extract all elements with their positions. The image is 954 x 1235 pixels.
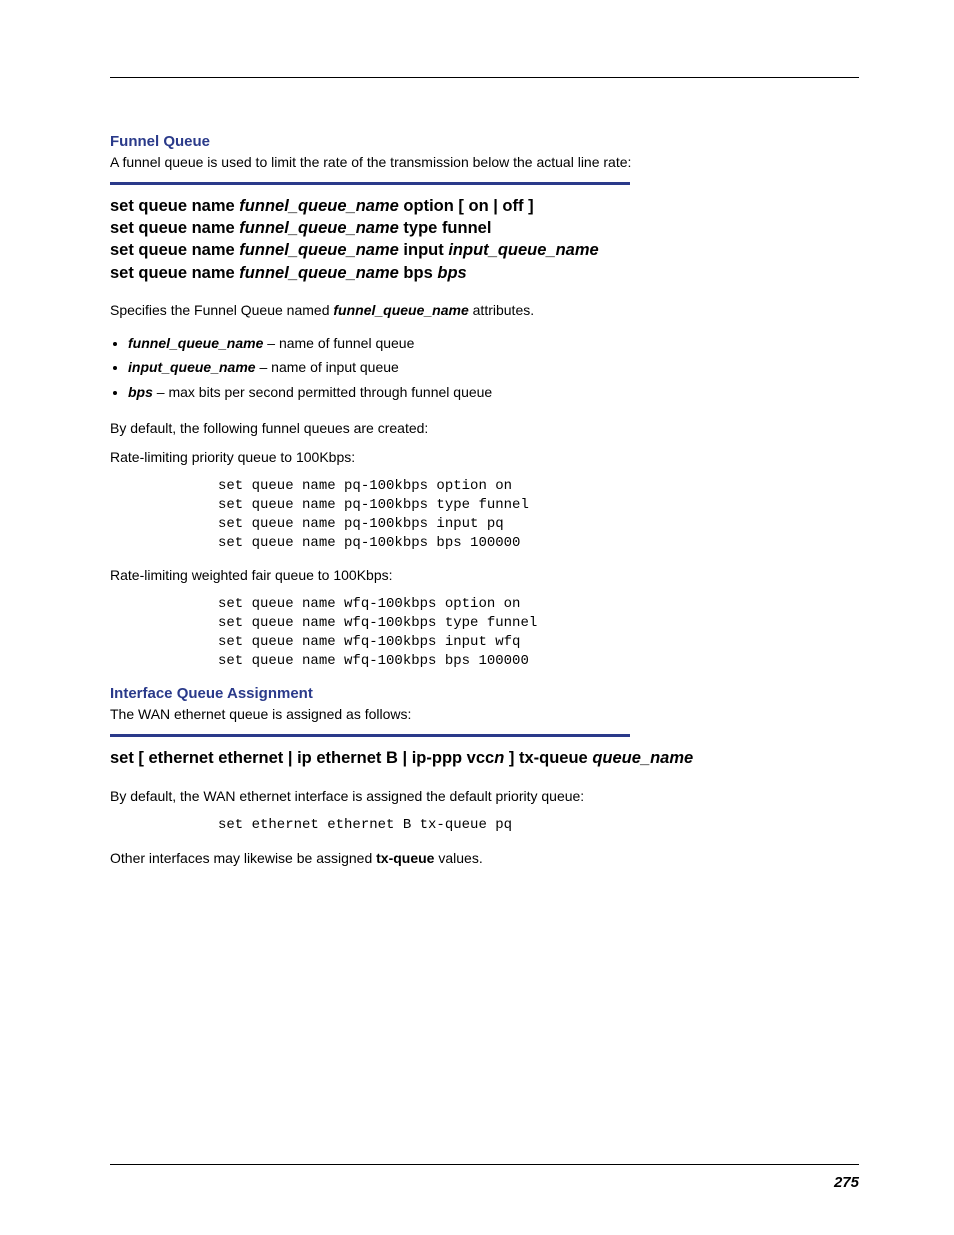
cmd4-b: funnel_queue_name — [239, 264, 399, 282]
icmd-b: n — [494, 749, 504, 767]
top-rule — [110, 77, 859, 78]
interface-queue-heading: Interface Queue Assignment — [110, 685, 859, 702]
cmd2-a: set queue name — [110, 219, 239, 237]
param2-a: input_queue_name — [128, 359, 256, 375]
cmd4-d: bps — [437, 264, 466, 282]
idesc2-a: Other interfaces may likewise be assigne… — [110, 850, 376, 866]
param-item-3: bps – max bits per second permitted thro… — [128, 381, 859, 403]
icmd-c: ] tx-queue — [504, 749, 592, 767]
cmd-line-3: set queue name funnel_queue_name input i… — [110, 239, 859, 261]
icmd-a: set [ ethernet ethernet | ip ethernet B … — [110, 749, 494, 767]
interface-intro: The WAN ethernet queue is assigned as fo… — [110, 705, 859, 724]
rate2-label: Rate-limiting weighted fair queue to 100… — [110, 566, 859, 585]
defaults-intro: By default, the following funnel queues … — [110, 419, 859, 438]
cmd3-d: input_queue_name — [448, 241, 598, 259]
iface-desc2: Other interfaces may likewise be assigne… — [110, 849, 859, 868]
funnel-desc: Specifies the Funnel Queue named funnel_… — [110, 302, 859, 318]
iface-cmd-line: set [ ethernet ethernet | ip ethernet B … — [110, 747, 859, 769]
iface-desc1: By default, the WAN ethernet interface i… — [110, 787, 859, 806]
cmd3-c: input — [399, 241, 448, 259]
divider-rule-1 — [110, 182, 630, 185]
rate1-label: Rate-limiting priority queue to 100Kbps: — [110, 448, 859, 467]
funnel-intro: A funnel queue is used to limit the rate… — [110, 153, 859, 172]
param1-b: – name of funnel queue — [263, 335, 414, 351]
cmd2-b: funnel_queue_name — [239, 219, 399, 237]
desc-c: attributes. — [469, 302, 534, 318]
divider-rule-2 — [110, 734, 630, 737]
cmd-line-2: set queue name funnel_queue_name type fu… — [110, 217, 859, 239]
param-item-2: input_queue_name – name of input queue — [128, 356, 859, 378]
desc-a: Specifies the Funnel Queue named — [110, 302, 333, 318]
param2-b: – name of input queue — [256, 359, 399, 375]
param-list: funnel_queue_name – name of funnel queue… — [110, 332, 859, 403]
idesc2-c: values. — [434, 850, 482, 866]
param-item-1: funnel_queue_name – name of funnel queue — [128, 332, 859, 354]
code-block-3: set ethernet ethernet B tx-queue pq — [218, 816, 859, 835]
icmd-d: queue_name — [592, 749, 693, 767]
cmd-line-1: set queue name funnel_queue_name option … — [110, 195, 859, 217]
cmd1-b: funnel_queue_name — [239, 197, 399, 215]
code-block-1: set queue name pq-100kbps option on set … — [218, 477, 859, 553]
param1-a: funnel_queue_name — [128, 335, 263, 351]
funnel-command-block: set queue name funnel_queue_name option … — [110, 195, 859, 284]
page: Funnel Queue A funnel queue is used to l… — [0, 0, 954, 1235]
cmd2-c: type funnel — [399, 219, 492, 237]
code-block-2: set queue name wfq-100kbps option on set… — [218, 595, 859, 671]
page-number: 275 — [834, 1174, 859, 1191]
param3-b: – max bits per second permitted through … — [153, 384, 492, 400]
cmd1-c: option [ on | off ] — [399, 197, 534, 215]
cmd1-a: set queue name — [110, 197, 239, 215]
cmd4-c: bps — [399, 264, 438, 282]
bottom-rule — [110, 1164, 859, 1165]
cmd4-a: set queue name — [110, 264, 239, 282]
cmd3-a: set queue name — [110, 241, 239, 259]
cmd-line-4: set queue name funnel_queue_name bps bps — [110, 262, 859, 284]
interface-command-block: set [ ethernet ethernet | ip ethernet B … — [110, 747, 859, 769]
idesc2-b: tx-queue — [376, 850, 434, 866]
cmd3-b: funnel_queue_name — [239, 241, 399, 259]
param3-a: bps — [128, 384, 153, 400]
desc-b: funnel_queue_name — [333, 302, 468, 318]
funnel-queue-heading: Funnel Queue — [110, 133, 859, 150]
